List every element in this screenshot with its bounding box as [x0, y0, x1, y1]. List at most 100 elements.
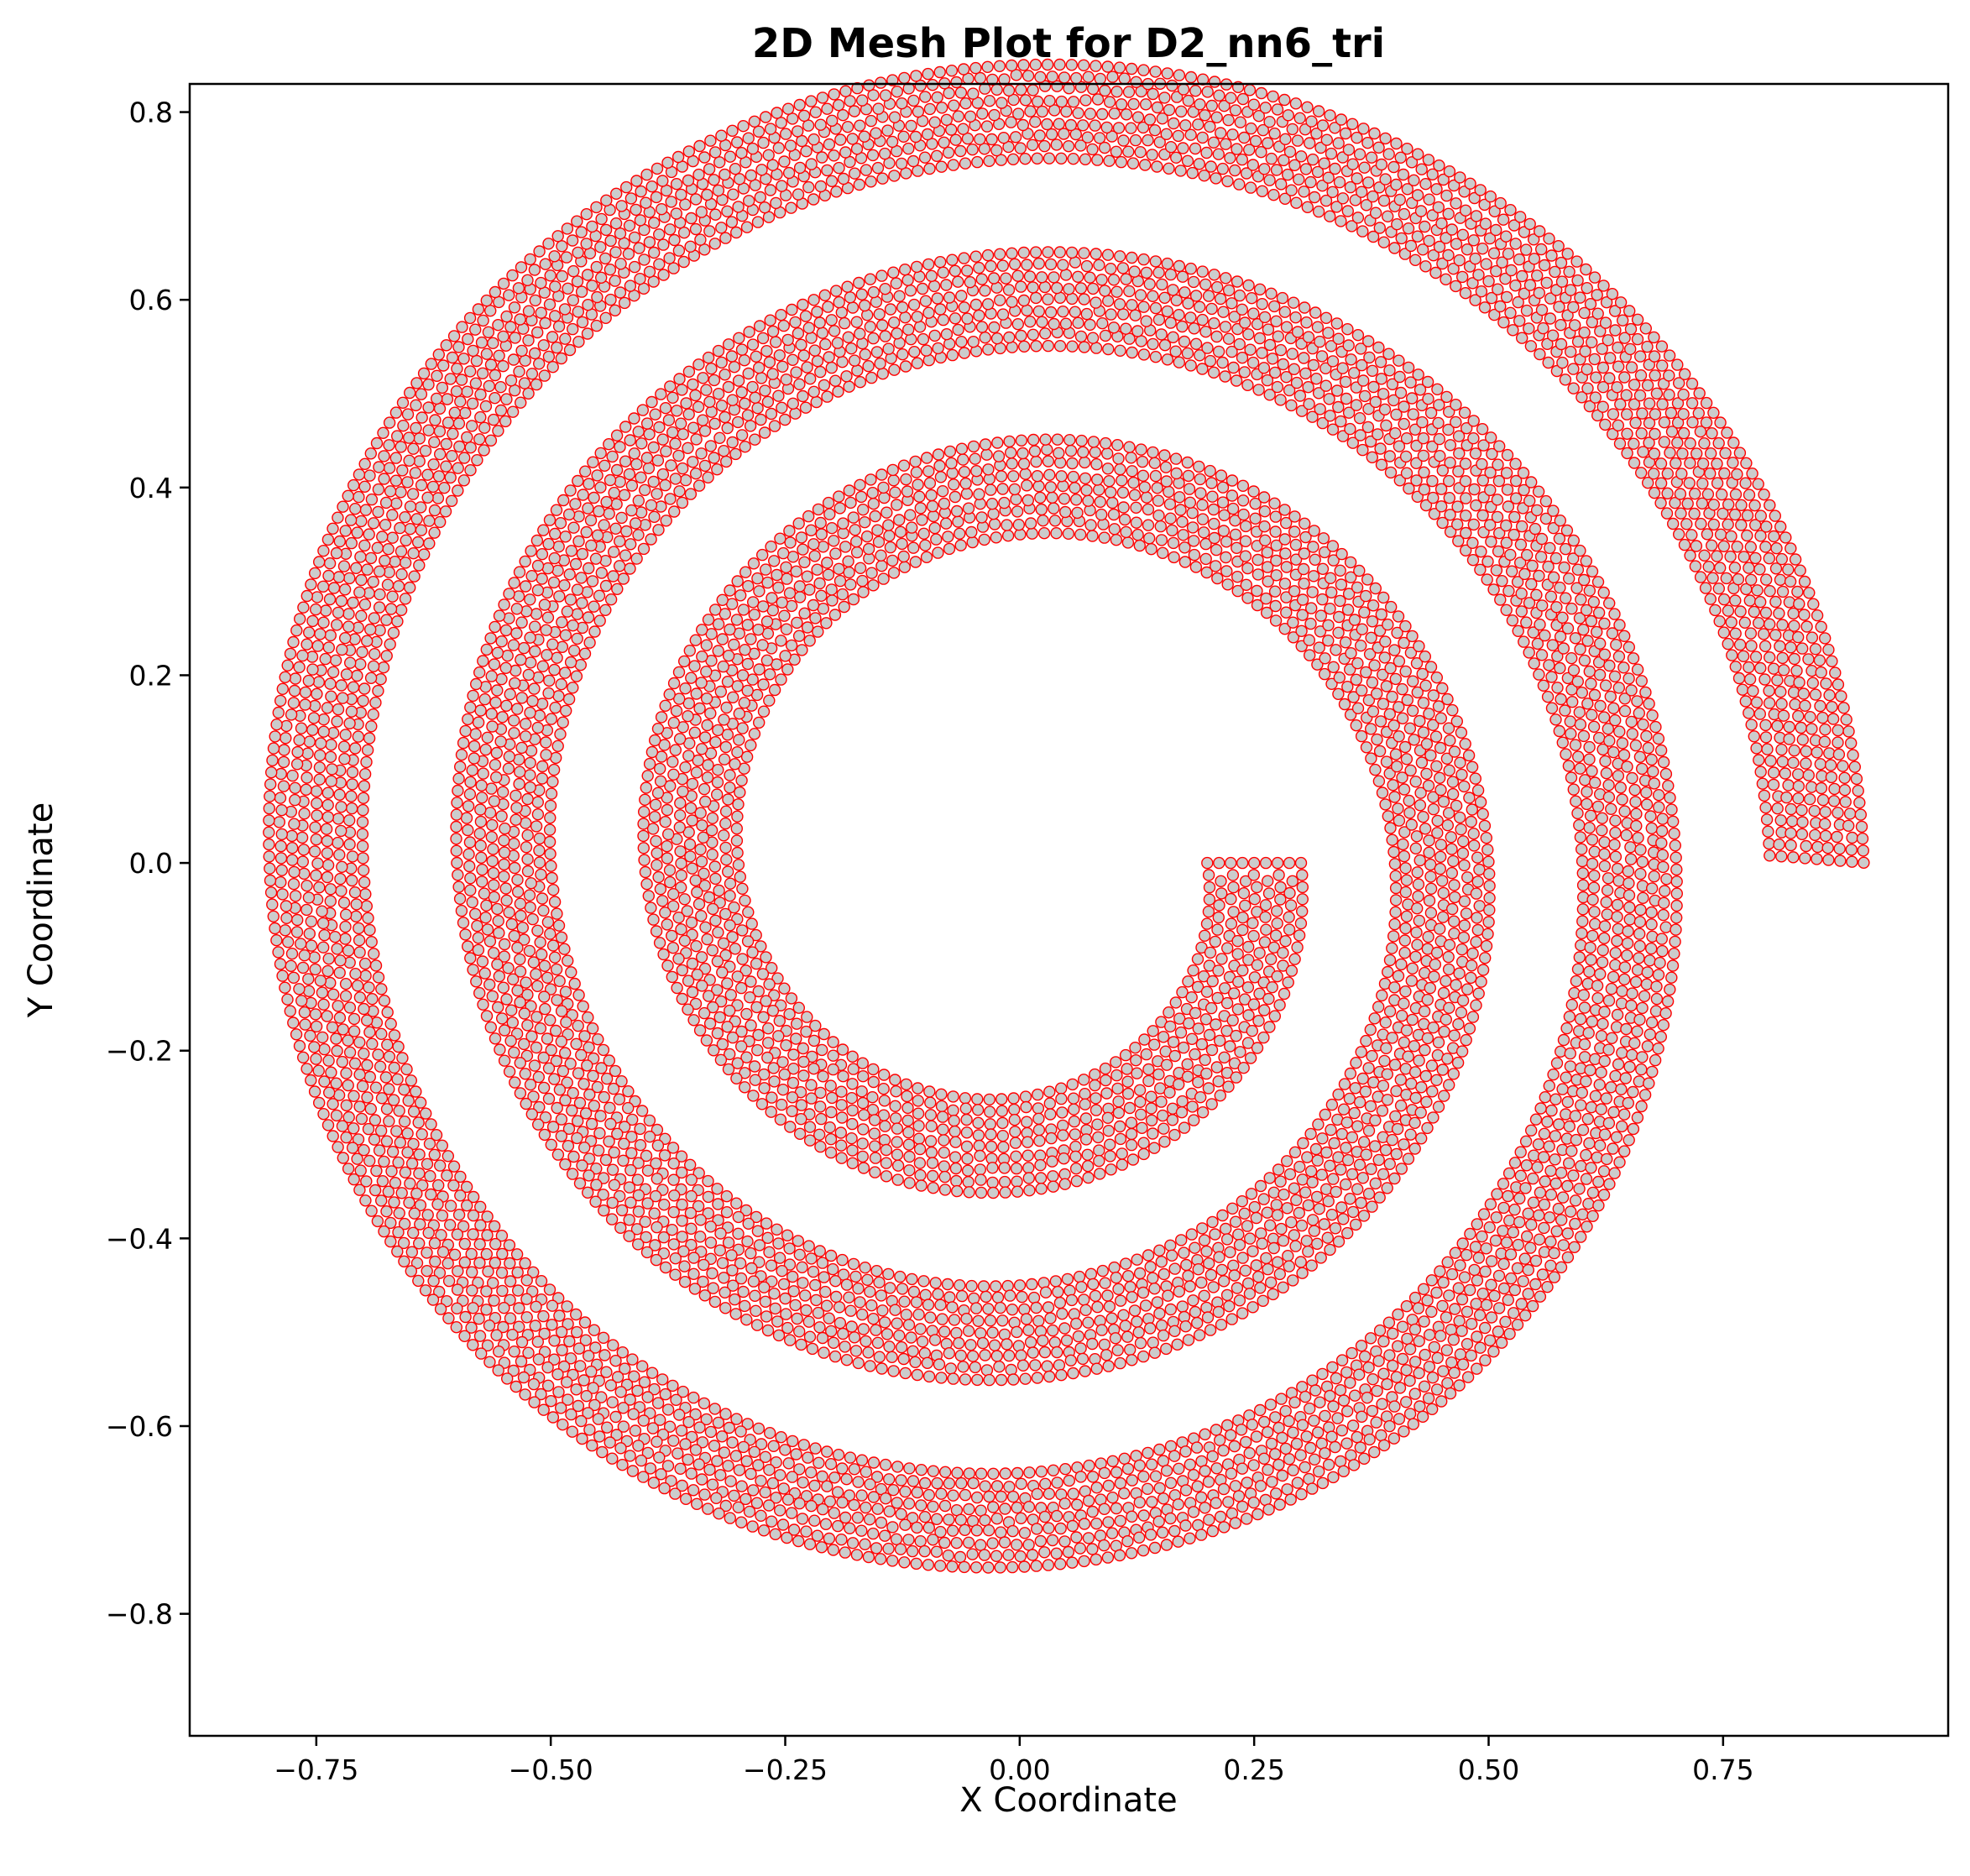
- mesh-node: [448, 1248, 462, 1262]
- mesh-node: [1277, 1234, 1290, 1247]
- mesh-node: [348, 886, 362, 899]
- mesh-node: [394, 1136, 406, 1149]
- mesh-node: [1090, 1104, 1103, 1116]
- mesh-node: [1194, 487, 1207, 499]
- mesh-node: [766, 368, 779, 380]
- mesh-node: [1224, 1246, 1236, 1259]
- mesh-node: [1695, 517, 1707, 530]
- mesh-node: [1726, 649, 1738, 661]
- mesh-node: [1142, 532, 1156, 545]
- mesh-node: [919, 539, 932, 551]
- mesh-node: [496, 1284, 509, 1298]
- mesh-node: [670, 1393, 682, 1407]
- mesh-node: [1674, 488, 1687, 500]
- mesh-node: [1001, 1279, 1014, 1293]
- mesh-node: [454, 1170, 467, 1184]
- mesh-node: [1402, 1050, 1414, 1063]
- mesh-node: [1349, 194, 1362, 206]
- mesh-node: [961, 132, 975, 145]
- mesh-node: [618, 1121, 631, 1133]
- mesh-node: [1602, 334, 1615, 347]
- mesh-node: [681, 905, 693, 917]
- mesh-node: [982, 343, 995, 356]
- mesh-node: [363, 1070, 376, 1084]
- mesh-node: [1222, 332, 1236, 345]
- mesh-node: [1661, 468, 1675, 480]
- mesh-node: [1604, 690, 1617, 703]
- mesh-node: [355, 609, 368, 622]
- mesh-node: [1434, 839, 1448, 851]
- mesh-node: [520, 976, 532, 989]
- mesh-node: [865, 175, 877, 188]
- mesh-node: [793, 580, 806, 593]
- mesh-node: [884, 303, 897, 316]
- mesh-node: [1208, 531, 1221, 545]
- mesh-node: [987, 508, 1000, 520]
- mesh-node: [1373, 624, 1387, 637]
- mesh-node: [1417, 1283, 1430, 1296]
- mesh-node: [572, 535, 585, 548]
- mesh-node: [1248, 971, 1262, 984]
- mesh-node: [663, 1420, 677, 1433]
- mesh-node: [1421, 1294, 1434, 1307]
- mesh-node: [1502, 584, 1515, 598]
- mesh-node: [1502, 1214, 1516, 1227]
- mesh-node: [1182, 1269, 1194, 1283]
- mesh-node: [467, 1190, 480, 1204]
- mesh-node: [666, 1142, 680, 1154]
- mesh-node: [813, 1245, 826, 1257]
- mesh-node: [1600, 1092, 1613, 1105]
- mesh-node: [1374, 715, 1387, 728]
- mesh-node: [1413, 914, 1426, 928]
- mesh-node: [395, 545, 408, 558]
- mesh-node: [1355, 1340, 1368, 1352]
- mesh-node: [879, 1120, 891, 1132]
- mesh-node: [1103, 475, 1116, 488]
- mesh-node: [1355, 186, 1368, 198]
- mesh-node: [709, 872, 722, 886]
- mesh-node: [581, 1059, 593, 1072]
- mesh-node: [1200, 1067, 1213, 1080]
- mesh-node: [1366, 1372, 1379, 1386]
- mesh-node: [1743, 707, 1755, 719]
- mesh-node: [1574, 762, 1586, 775]
- mesh-node: [1419, 1348, 1431, 1361]
- mesh-node: [614, 1386, 627, 1398]
- mesh-node: [1295, 1219, 1309, 1232]
- mesh-node: [331, 943, 343, 955]
- mesh-node: [1411, 866, 1424, 879]
- mesh-node: [305, 939, 318, 952]
- mesh-node: [1534, 348, 1546, 361]
- mesh-node: [1369, 395, 1382, 409]
- mesh-node: [932, 1288, 944, 1301]
- mesh-node: [1274, 893, 1287, 906]
- mesh-node: [974, 133, 986, 146]
- mesh-node: [1377, 388, 1390, 400]
- mesh-node: [570, 1308, 583, 1321]
- mesh-node: [590, 1162, 603, 1175]
- mesh-node: [378, 1155, 390, 1168]
- mesh-node: [488, 879, 500, 891]
- mesh-node: [563, 568, 576, 581]
- mesh-node: [598, 1090, 610, 1104]
- mesh-node: [421, 1157, 434, 1171]
- mesh-node: [1499, 272, 1512, 285]
- mesh-node: [1160, 475, 1173, 488]
- mesh-node: [1759, 573, 1773, 586]
- mesh-node: [1174, 105, 1188, 118]
- mesh-node: [1472, 1252, 1486, 1264]
- mesh-node: [1658, 416, 1671, 429]
- mesh-node: [1341, 1153, 1355, 1167]
- mesh-node: [595, 567, 608, 579]
- mesh-node: [901, 1114, 914, 1127]
- mesh-node: [1069, 306, 1082, 318]
- mesh-node: [513, 365, 525, 378]
- mesh-node: [730, 822, 743, 835]
- mesh-node: [1181, 1058, 1194, 1071]
- mesh-node: [1405, 1077, 1418, 1090]
- mesh-node: [733, 708, 745, 720]
- mesh-node: [708, 238, 721, 250]
- mesh-node: [661, 840, 673, 853]
- mesh-node: [534, 1022, 547, 1035]
- mesh-node: [997, 1141, 1010, 1153]
